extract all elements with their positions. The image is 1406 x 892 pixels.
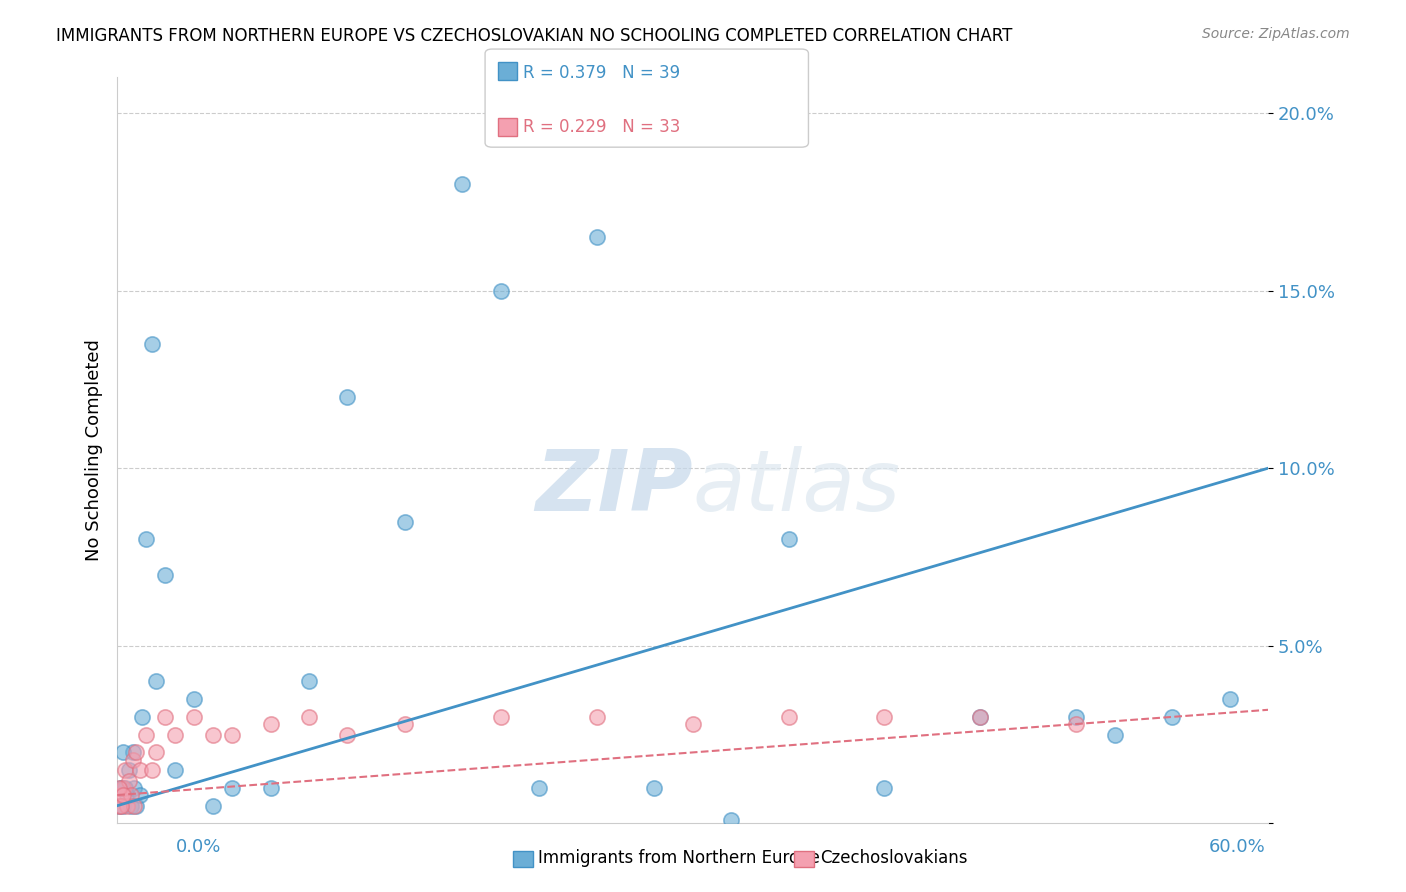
Point bbox=[111, 780, 134, 795]
Text: 60.0%: 60.0% bbox=[1209, 838, 1265, 856]
Point bbox=[336, 390, 359, 404]
Point bbox=[451, 177, 474, 191]
Point bbox=[163, 728, 186, 742]
Point bbox=[183, 692, 205, 706]
Point bbox=[141, 337, 163, 351]
Point bbox=[135, 533, 157, 547]
Point bbox=[1219, 692, 1241, 706]
Point bbox=[141, 763, 163, 777]
Point bbox=[298, 674, 321, 689]
Point bbox=[221, 780, 243, 795]
Text: atlas: atlas bbox=[693, 446, 901, 529]
Point bbox=[778, 533, 800, 547]
Point bbox=[135, 728, 157, 742]
Point bbox=[120, 788, 142, 802]
Text: ZIP: ZIP bbox=[536, 446, 693, 529]
Point bbox=[124, 780, 146, 795]
Point bbox=[118, 773, 141, 788]
Point bbox=[131, 710, 153, 724]
Text: Source: ZipAtlas.com: Source: ZipAtlas.com bbox=[1202, 27, 1350, 41]
Point bbox=[110, 780, 132, 795]
Point bbox=[110, 780, 132, 795]
Point bbox=[124, 798, 146, 813]
Point bbox=[121, 746, 143, 760]
Point bbox=[643, 780, 665, 795]
Point bbox=[489, 710, 512, 724]
Text: Czechoslovakians: Czechoslovakians bbox=[820, 849, 967, 867]
Point bbox=[873, 780, 896, 795]
Text: 0.0%: 0.0% bbox=[176, 838, 221, 856]
Point bbox=[118, 763, 141, 777]
Point bbox=[145, 674, 167, 689]
Point bbox=[873, 710, 896, 724]
Point bbox=[111, 798, 134, 813]
Point bbox=[489, 284, 512, 298]
Point bbox=[129, 788, 152, 802]
Point bbox=[585, 230, 607, 244]
Point bbox=[110, 788, 132, 802]
Point bbox=[298, 710, 321, 724]
Point bbox=[114, 780, 136, 795]
Point bbox=[259, 780, 281, 795]
Point bbox=[108, 798, 131, 813]
Point bbox=[110, 798, 132, 813]
Point bbox=[121, 752, 143, 766]
Point bbox=[125, 746, 148, 760]
Point bbox=[682, 717, 704, 731]
Point bbox=[108, 798, 131, 813]
Point bbox=[394, 515, 416, 529]
Point bbox=[1161, 710, 1184, 724]
Point bbox=[202, 798, 225, 813]
Point bbox=[585, 710, 607, 724]
Text: R = 0.229   N = 33: R = 0.229 N = 33 bbox=[523, 118, 681, 136]
Y-axis label: No Schooling Completed: No Schooling Completed bbox=[86, 340, 103, 561]
Point bbox=[1064, 710, 1087, 724]
Point bbox=[111, 788, 134, 802]
Point bbox=[259, 717, 281, 731]
Point bbox=[108, 780, 131, 795]
Point bbox=[125, 798, 148, 813]
Point bbox=[969, 710, 991, 724]
Point bbox=[221, 728, 243, 742]
Text: Immigrants from Northern Europe: Immigrants from Northern Europe bbox=[538, 849, 820, 867]
Point bbox=[114, 763, 136, 777]
Text: R = 0.379   N = 39: R = 0.379 N = 39 bbox=[523, 64, 681, 82]
Point bbox=[1064, 717, 1087, 731]
Point bbox=[115, 798, 138, 813]
Text: IMMIGRANTS FROM NORTHERN EUROPE VS CZECHOSLOVAKIAN NO SCHOOLING COMPLETED CORREL: IMMIGRANTS FROM NORTHERN EUROPE VS CZECH… bbox=[56, 27, 1012, 45]
Point bbox=[115, 788, 138, 802]
Point bbox=[336, 728, 359, 742]
Point bbox=[778, 710, 800, 724]
Point bbox=[969, 710, 991, 724]
Point bbox=[163, 763, 186, 777]
Point bbox=[111, 746, 134, 760]
Point bbox=[720, 813, 742, 827]
Point bbox=[120, 798, 142, 813]
Point bbox=[394, 717, 416, 731]
Point bbox=[145, 746, 167, 760]
Point bbox=[153, 710, 176, 724]
Point bbox=[527, 780, 550, 795]
Point bbox=[129, 763, 152, 777]
Point bbox=[202, 728, 225, 742]
Point bbox=[183, 710, 205, 724]
Point bbox=[153, 567, 176, 582]
Point bbox=[1104, 728, 1126, 742]
